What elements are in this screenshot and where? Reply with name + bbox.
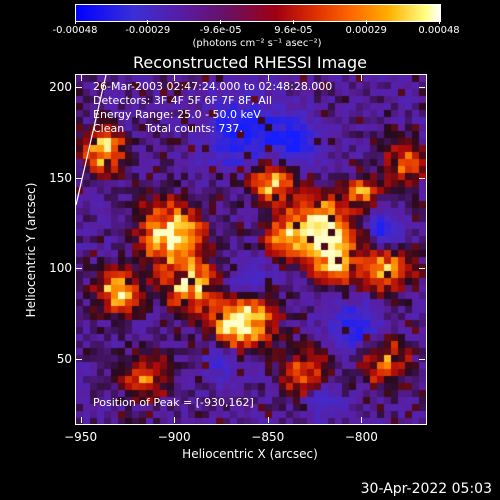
x-tick: [80, 417, 82, 423]
colorbar-tick: [74, 20, 76, 24]
footer-date: 30-Apr-2022 05:03: [360, 481, 492, 497]
y-tick: [419, 86, 425, 88]
x-tick: [80, 75, 82, 81]
plot-title: Reconstructed RHESSI Image: [133, 53, 367, 72]
colorbar-tick-label: 9.6e-05: [274, 25, 313, 36]
x-tick: [361, 417, 363, 423]
info-energy: Energy Range: 25.0 - 50.0 keV: [93, 108, 261, 121]
y-tick-label: 150: [49, 170, 72, 185]
colorbar-tick-label: -0.00048: [52, 25, 98, 36]
y-tick: [76, 86, 82, 88]
colorbar-tick: [292, 20, 294, 24]
info-time: 26-Mar-2003 02:47:24.000 to 02:48:28.000: [93, 80, 333, 93]
colorbar-tick-label: -0.00029: [125, 25, 171, 36]
x-tick-label: −800: [344, 430, 378, 444]
y-tick: [419, 177, 425, 179]
y-axis-label: Heliocentric Y (arcsec): [24, 182, 38, 318]
x-tick: [174, 75, 176, 81]
colorbar-units: (photons cm⁻² s⁻¹ asec⁻²): [192, 38, 322, 49]
colorbar-gradient: [76, 5, 440, 21]
image-plot: [75, 74, 427, 425]
y-tick: [76, 177, 82, 179]
colorbar-tick-label: 0.00029: [345, 25, 387, 36]
x-tick-label: −850: [251, 430, 285, 444]
x-tick: [174, 417, 176, 423]
colorbar-tick: [438, 20, 440, 24]
colorbar-tick: [365, 20, 367, 24]
colorbar-tick: [220, 20, 222, 24]
colorbar-tick-label: 0.00048: [418, 25, 460, 36]
x-tick-label: −950: [64, 430, 98, 444]
info-detectors: Detectors: 3F 4F 5F 6F 7F 8F, All: [93, 94, 272, 107]
y-tick: [419, 268, 425, 270]
x-tick: [267, 417, 269, 423]
y-tick-label: 50: [56, 352, 72, 367]
peak-position: Position of Peak = [-930,162]: [93, 396, 254, 409]
x-tick: [361, 75, 363, 81]
y-tick-label: 100: [49, 261, 72, 276]
flux-image: [76, 75, 426, 424]
colorbar-tick-label: -9.6e-05: [199, 25, 242, 36]
x-axis-label: Heliocentric X (arcsec): [182, 447, 318, 461]
info-clean: Clean Total counts: 737.: [93, 122, 243, 135]
solar-limb-line: [76, 75, 107, 206]
x-tick-label: −900: [157, 430, 191, 444]
limb-overlay: [76, 75, 107, 206]
colorbar-tick: [147, 20, 149, 24]
x-tick: [267, 75, 269, 81]
y-tick: [419, 359, 425, 361]
y-tick: [76, 268, 82, 270]
y-tick: [76, 359, 82, 361]
colorbar: [75, 4, 441, 22]
y-tick-label: 200: [49, 79, 72, 94]
